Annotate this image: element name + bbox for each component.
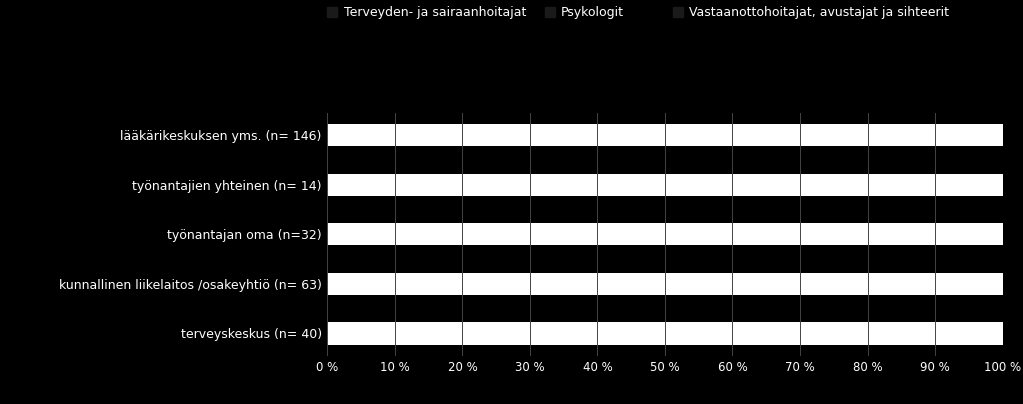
Bar xyxy=(327,174,1003,196)
Bar xyxy=(327,223,1003,246)
Legend: Lääkärit, Terveyden- ja sairaanhoitajat, Fysioterapeutit, Psykologit, Sosiaalial: Lääkärit, Terveyden- ja sairaanhoitajat,… xyxy=(327,0,949,19)
Bar xyxy=(327,273,1003,295)
Bar xyxy=(327,124,1003,146)
Bar xyxy=(327,322,1003,345)
